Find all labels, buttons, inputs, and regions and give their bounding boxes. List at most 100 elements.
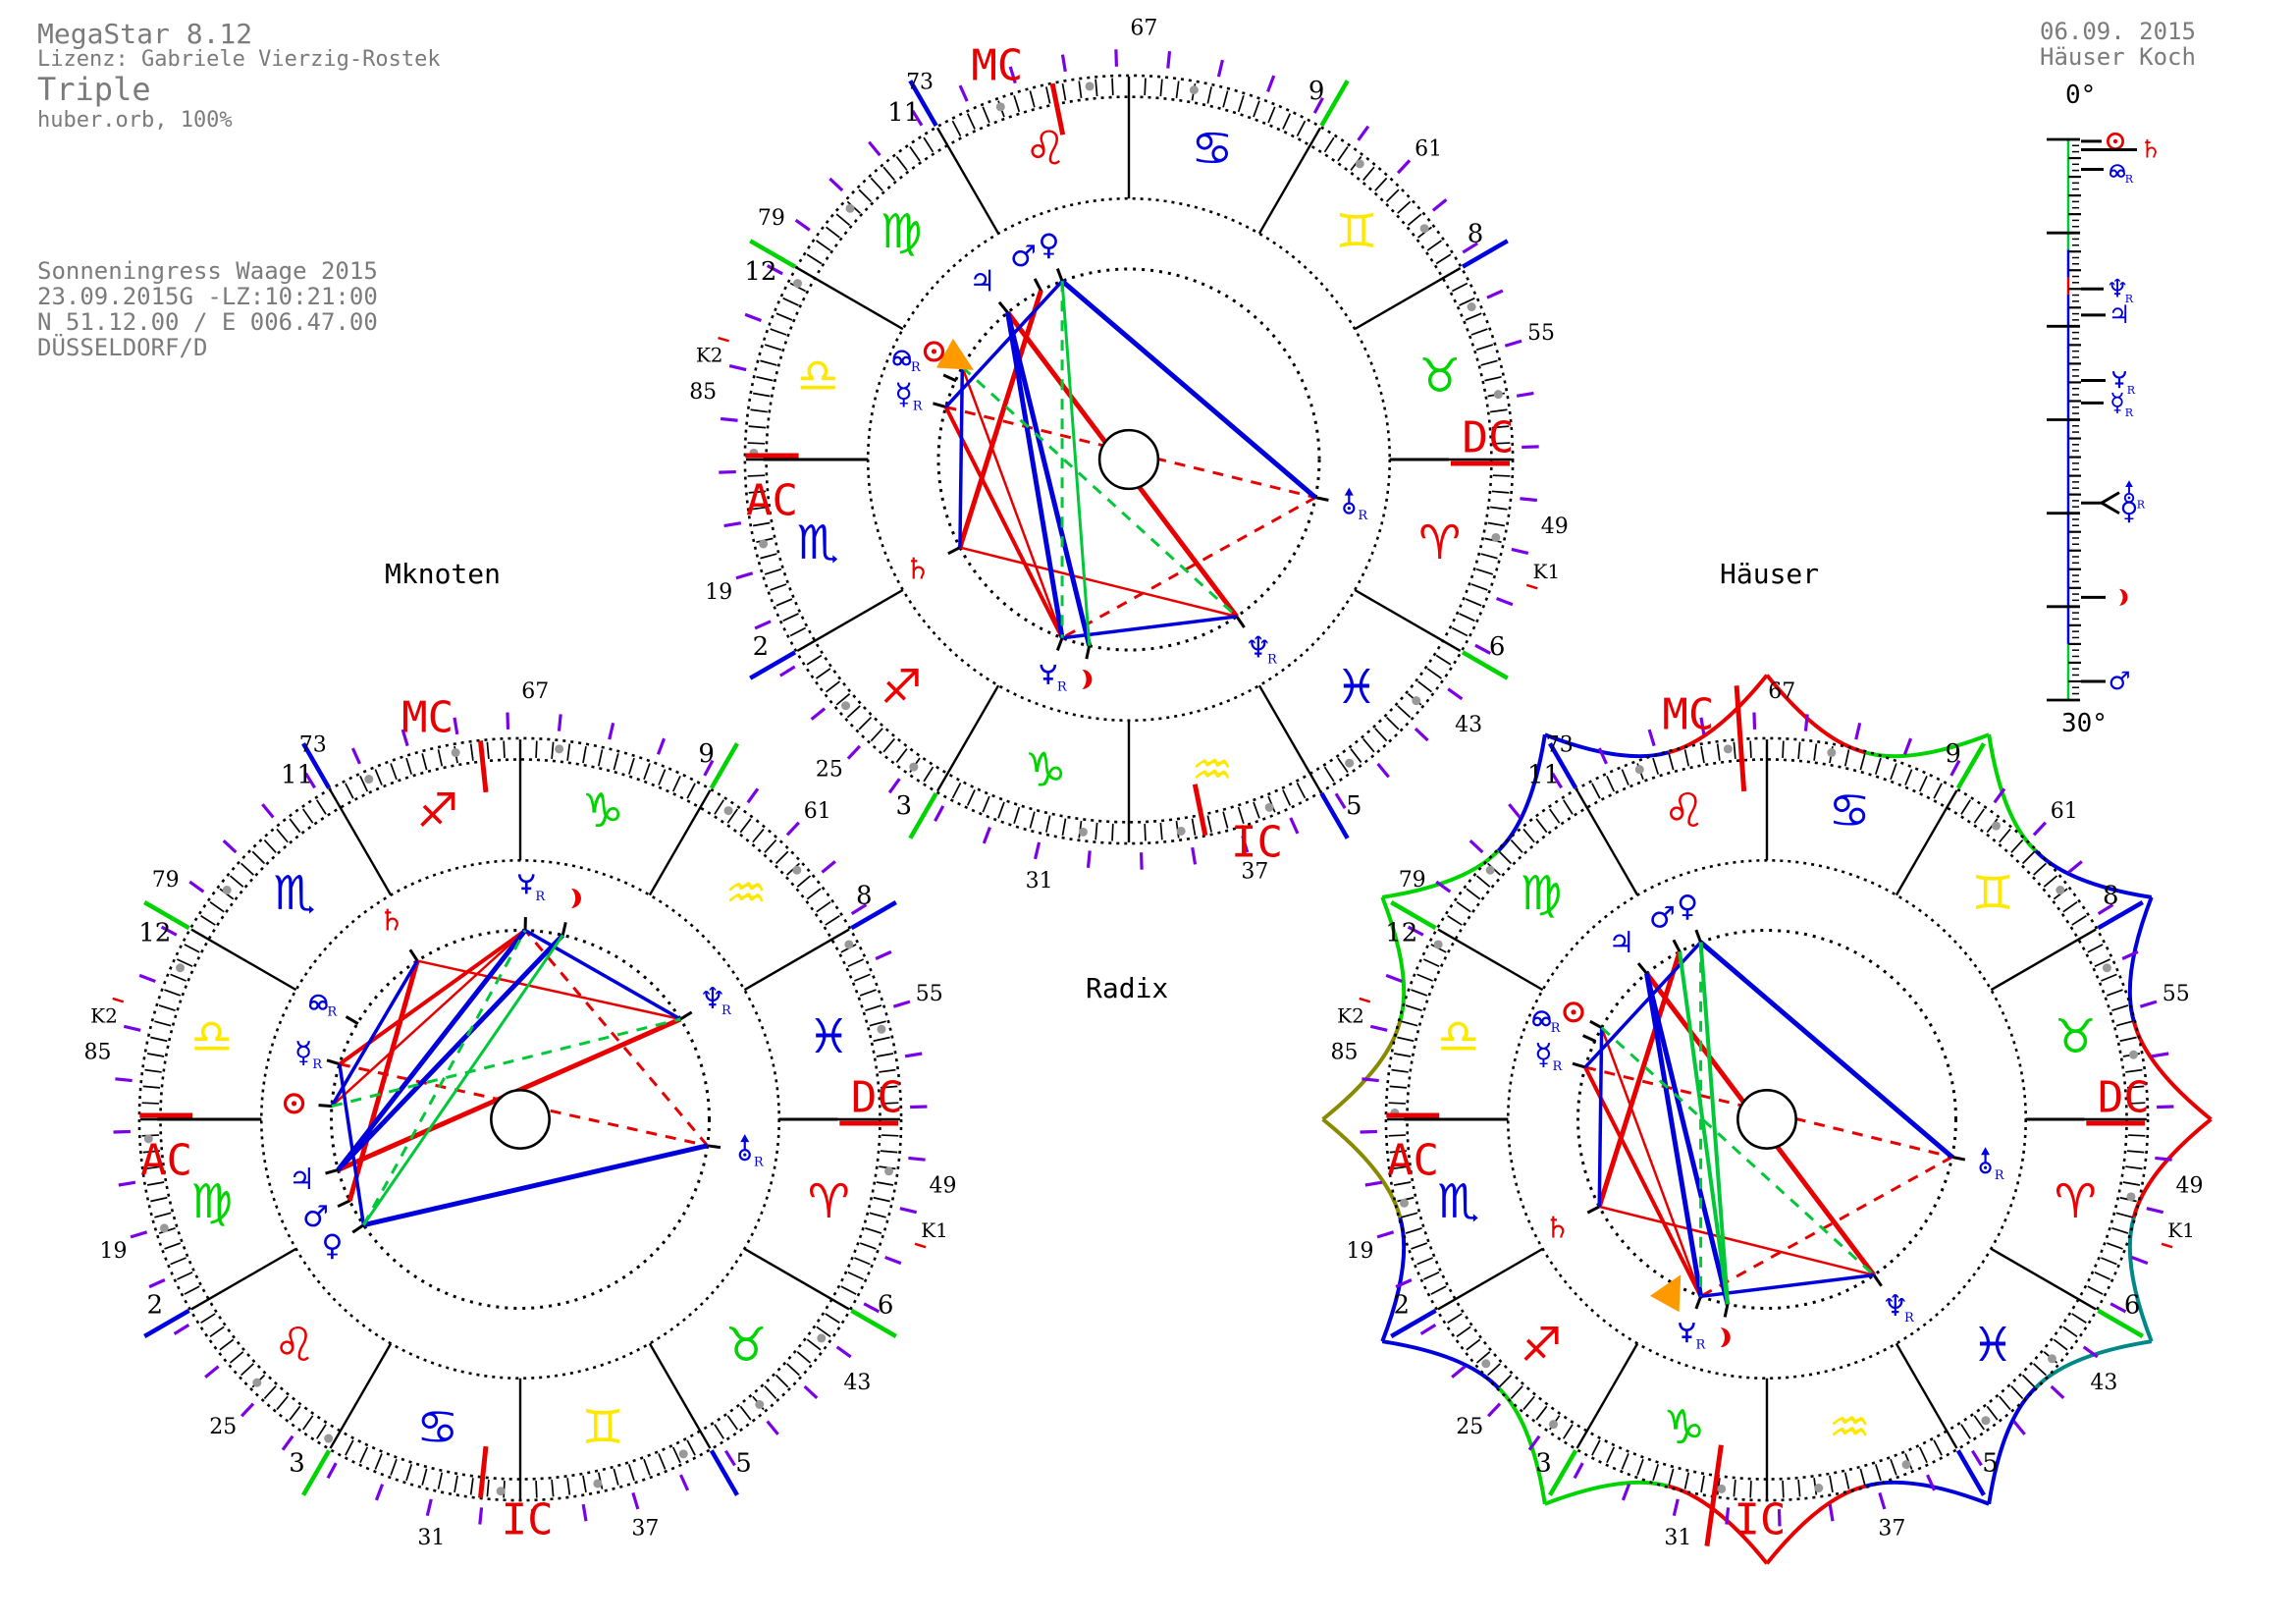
aspect-mercury-venus [1583,941,1702,1069]
svg-text:67: 67 [1768,679,1795,704]
svg-text:12: 12 [138,918,171,947]
mknoten-chart-label: Mknoten [385,558,502,590]
aspect-jupiter-pluto [1644,973,1704,1297]
radix-chart: 2 3 5 6 8 9 11 12 19 25 31 37 43 49 55 61 67 73 79 85 K2 K1 ♈ ♉… [689,17,1569,894]
svg-text:R: R [327,1004,338,1019]
planet-node-icon: R [892,350,922,375]
sign-pisces-icon: ♓ [1335,660,1377,715]
degree-dot [1481,1359,1491,1369]
sign-cancer-icon: ♋ [1191,121,1233,176]
degree-dot [1548,1420,1558,1430]
svg-text:2: 2 [1394,1291,1411,1321]
degree-dot [845,203,855,213]
sign-libra-icon: ♎ [190,1009,233,1064]
sign-aquarius-icon: ♒ [1829,1400,1871,1455]
descendant-label: DC [851,1073,903,1123]
ruler-planet-moon-icon [2119,588,2128,606]
aspect-saturn-mars [1596,950,1682,1208]
planet-saturn-icon: ♄ [378,904,404,939]
svg-text:8: 8 [2103,881,2119,910]
sign-cancer-icon: ♋ [416,1400,458,1455]
svg-text:61: 61 [1415,137,1442,162]
ruler-planet-jupiter-icon: ♃ [2109,300,2131,330]
svg-text:♂: ♂ [1010,240,1037,274]
svg-text:11: 11 [887,98,920,128]
sign-leo-icon: ♌ [273,1318,315,1373]
sign-gemini-icon: ♊ [582,1400,624,1455]
svg-text:43: 43 [1455,713,1482,737]
degree-dot [364,775,374,785]
aspect-neptune-pluto [524,929,682,1021]
planet-jupiter-icon: ♃ [289,1163,315,1197]
planet-saturn-icon: ♄ [1544,1212,1571,1246]
ruler-planet-sun-icon [2106,132,2125,150]
svg-text:K2: K2 [90,1003,118,1027]
degree-ruler: ♄R♆R♃R☿ RR♀♂ [2047,132,2162,702]
svg-text:♆: ♆ [1245,630,1271,665]
planet-mars-icon: ♂ [302,1200,329,1234]
degree-dot [793,279,803,289]
chart-type-title: Triple [37,71,151,108]
svg-text:R: R [2137,498,2146,511]
svg-text:K2: K2 [696,343,723,366]
svg-text:♂: ♂ [302,1200,329,1234]
svg-text:♆: ♆ [699,982,725,1016]
app-title: MegaStar 8.12 [37,18,253,50]
svg-text:K1: K1 [921,1218,948,1242]
svg-text:55: 55 [1527,321,1555,346]
svg-text:61: 61 [2051,799,2078,824]
sign-libra-icon: ♎ [1437,1009,1479,1064]
svg-text:♃: ♃ [289,1163,315,1197]
svg-text:9: 9 [1308,77,1325,106]
svg-text:31: 31 [1026,869,1053,893]
svg-text:☿: ☿ [1534,1038,1552,1072]
svg-text:♂: ♂ [2109,667,2131,696]
center-circle [1736,1089,1797,1150]
degree-dot [1412,696,1421,706]
sign-capricorn-icon: ♑ [1025,743,1067,798]
planet-neptune-icon: ♆R [699,982,732,1018]
svg-text:55: 55 [916,982,943,1006]
svg-text:85: 85 [84,1040,112,1064]
degree-dot [1345,758,1355,768]
planet-uranus-icon: R [1343,487,1368,523]
planet-jupiter-icon: ♃ [969,264,995,298]
svg-text:♂: ♂ [1649,901,1676,936]
svg-text:☿: ☿ [294,1036,312,1070]
svg-text:R: R [2125,293,2134,305]
svg-text:11: 11 [281,761,313,790]
svg-text:67: 67 [521,679,549,704]
center-circle [490,1089,551,1150]
sign-leo-icon: ♌ [1663,784,1705,839]
degree-dot [1991,821,2001,831]
planet-pluto-icon: R [1679,1322,1707,1353]
degree-dot [995,102,1005,112]
degree-dot [496,1487,506,1496]
svg-text:R: R [754,1156,765,1170]
svg-text:♀: ♀ [1677,890,1698,924]
sign-aries-icon: ♈ [1418,515,1461,570]
svg-text:25: 25 [816,757,843,782]
degree-dot [2126,1192,2136,1202]
ruler-planet-node-icon: R [2109,164,2134,186]
planet-mercury-icon: ☿ R [294,1036,323,1072]
aspect-uranus-pluto [523,929,709,1147]
aspect-mercury-pluto [1583,1066,1703,1298]
svg-text:3: 3 [1535,1448,1552,1478]
degree-dot [844,940,854,949]
svg-text:43: 43 [843,1371,871,1395]
aspect-moon-venus [1060,281,1092,646]
ic-label: IC [1231,818,1283,868]
sign-gemini-icon: ♊ [1335,204,1377,259]
svg-text:R: R [1358,509,1368,523]
aspect-venus-uranus [362,1143,709,1228]
degree-dot [1264,802,1274,812]
degree-dot [1634,765,1644,775]
ruler-planet-uranus-icon: R [2123,480,2146,511]
sign-pisces-icon: ♓ [808,1009,850,1064]
svg-text:3: 3 [289,1448,305,1478]
event-title: Sonneningress Waage 2015 [37,257,378,285]
degree-dot [1981,1416,1991,1426]
